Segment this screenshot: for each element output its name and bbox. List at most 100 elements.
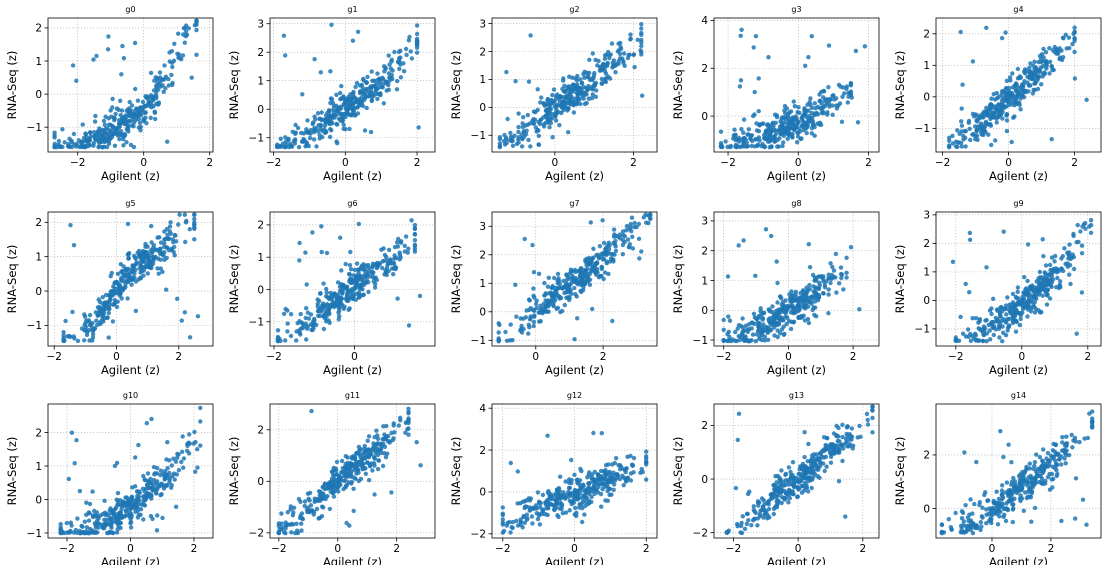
panel-title: g11 bbox=[345, 391, 360, 400]
data-point bbox=[166, 83, 171, 88]
data-point bbox=[142, 118, 147, 123]
data-point bbox=[127, 119, 133, 124]
data-point bbox=[531, 323, 536, 329]
data-point bbox=[331, 303, 336, 308]
data-point bbox=[514, 141, 520, 147]
data-point bbox=[198, 405, 203, 411]
data-point bbox=[337, 303, 342, 308]
data-point bbox=[61, 333, 66, 338]
x-tick-label: 0 bbox=[532, 351, 539, 363]
data-point bbox=[528, 316, 533, 321]
data-point bbox=[608, 52, 613, 57]
data-point bbox=[93, 113, 98, 119]
data-point bbox=[338, 235, 343, 240]
data-point bbox=[352, 267, 357, 273]
data-point bbox=[1063, 32, 1069, 37]
data-point bbox=[364, 280, 369, 285]
data-point bbox=[406, 406, 411, 411]
data-point bbox=[327, 134, 333, 140]
data-point bbox=[555, 513, 560, 518]
data-point bbox=[805, 316, 811, 322]
data-point bbox=[305, 130, 311, 135]
data-point bbox=[756, 76, 761, 81]
data-point bbox=[106, 513, 111, 518]
data-point bbox=[543, 292, 548, 297]
data-point bbox=[806, 55, 811, 60]
data-point bbox=[275, 328, 281, 333]
data-point bbox=[121, 115, 126, 120]
data-point bbox=[162, 63, 167, 68]
data-point bbox=[406, 426, 411, 431]
data-point bbox=[1067, 242, 1072, 247]
data-point bbox=[602, 270, 608, 275]
data-point bbox=[305, 310, 311, 315]
data-point bbox=[363, 274, 369, 279]
data-point bbox=[162, 241, 167, 246]
data-point bbox=[1010, 300, 1016, 305]
data-point bbox=[756, 129, 762, 134]
data-point bbox=[80, 140, 85, 145]
y-axis-label: RNA-Seq (z) bbox=[5, 245, 19, 314]
points-g2 bbox=[497, 22, 645, 150]
data-point bbox=[784, 307, 790, 312]
data-point bbox=[375, 452, 381, 458]
data-point bbox=[561, 490, 566, 495]
data-point bbox=[1015, 289, 1020, 294]
data-point bbox=[92, 508, 97, 514]
data-point bbox=[172, 477, 177, 482]
data-point bbox=[323, 113, 329, 118]
data-point bbox=[993, 97, 998, 102]
data-point bbox=[791, 293, 796, 298]
data-point bbox=[601, 251, 607, 256]
data-point bbox=[414, 50, 420, 55]
data-point bbox=[136, 125, 141, 130]
data-point bbox=[183, 239, 188, 245]
data-point bbox=[496, 336, 501, 341]
data-point bbox=[594, 88, 599, 93]
data-point bbox=[374, 81, 379, 87]
data-point bbox=[133, 86, 138, 92]
data-point bbox=[97, 522, 103, 527]
data-point bbox=[984, 265, 989, 270]
data-point bbox=[1025, 242, 1031, 247]
data-point bbox=[551, 303, 556, 309]
data-point bbox=[753, 34, 759, 39]
data-point bbox=[162, 229, 167, 234]
data-point bbox=[389, 73, 394, 78]
data-point bbox=[758, 306, 763, 311]
data-point bbox=[67, 144, 72, 150]
data-point bbox=[1050, 67, 1055, 73]
data-point bbox=[799, 115, 804, 121]
data-point bbox=[181, 465, 186, 470]
plot-frame bbox=[47, 211, 214, 347]
data-point bbox=[516, 124, 521, 130]
data-point bbox=[109, 128, 114, 133]
data-point bbox=[575, 316, 580, 321]
data-point bbox=[522, 236, 527, 242]
data-point bbox=[1010, 71, 1015, 76]
x-tick-label: 2 bbox=[850, 351, 857, 363]
data-point bbox=[519, 144, 525, 149]
y-tick-label: 0 bbox=[35, 286, 42, 298]
data-point bbox=[149, 240, 154, 245]
x-tick-label: 0 bbox=[334, 543, 341, 555]
data-point bbox=[547, 125, 552, 130]
data-point bbox=[513, 282, 518, 287]
data-point bbox=[563, 510, 569, 515]
data-point bbox=[74, 78, 79, 84]
data-point bbox=[751, 45, 756, 50]
y-tick-label: 2 bbox=[701, 63, 708, 75]
data-point bbox=[130, 277, 135, 282]
data-point bbox=[356, 444, 362, 450]
data-point bbox=[562, 290, 567, 296]
data-point bbox=[551, 300, 556, 305]
y-tick-label: 3 bbox=[257, 19, 264, 31]
data-point bbox=[540, 509, 545, 514]
data-point bbox=[1035, 78, 1040, 83]
data-point bbox=[1087, 224, 1092, 229]
data-point bbox=[613, 70, 618, 75]
data-point bbox=[1004, 85, 1009, 91]
y-tick-label: 0 bbox=[257, 476, 264, 488]
